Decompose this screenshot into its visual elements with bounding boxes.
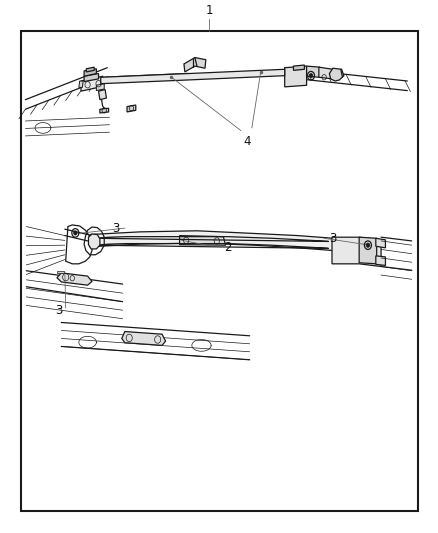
Polygon shape	[122, 332, 166, 345]
Polygon shape	[86, 67, 94, 72]
Polygon shape	[57, 271, 64, 273]
Polygon shape	[57, 273, 92, 285]
Polygon shape	[96, 84, 104, 91]
Polygon shape	[184, 58, 206, 72]
Polygon shape	[127, 105, 136, 112]
Polygon shape	[332, 237, 381, 266]
Polygon shape	[285, 66, 307, 87]
Text: 3: 3	[56, 304, 63, 317]
Polygon shape	[79, 81, 83, 87]
Polygon shape	[100, 108, 109, 113]
Circle shape	[74, 231, 77, 235]
Polygon shape	[84, 74, 99, 82]
Text: 1: 1	[205, 4, 213, 17]
Polygon shape	[88, 234, 100, 249]
Polygon shape	[376, 238, 385, 248]
Polygon shape	[99, 90, 106, 100]
Polygon shape	[307, 66, 320, 77]
Polygon shape	[101, 69, 285, 84]
Polygon shape	[81, 76, 103, 91]
Text: 2: 2	[224, 241, 232, 254]
Circle shape	[309, 74, 313, 78]
Polygon shape	[293, 65, 304, 70]
Polygon shape	[329, 68, 344, 81]
Bar	[21, 31, 418, 511]
Text: 4: 4	[244, 135, 251, 148]
Polygon shape	[376, 256, 385, 265]
Polygon shape	[84, 69, 96, 76]
Text: 3: 3	[329, 232, 336, 245]
Text: 3: 3	[113, 222, 120, 235]
Polygon shape	[90, 231, 333, 251]
Polygon shape	[180, 236, 226, 245]
Circle shape	[366, 243, 370, 247]
Polygon shape	[319, 67, 333, 79]
Polygon shape	[359, 237, 377, 264]
